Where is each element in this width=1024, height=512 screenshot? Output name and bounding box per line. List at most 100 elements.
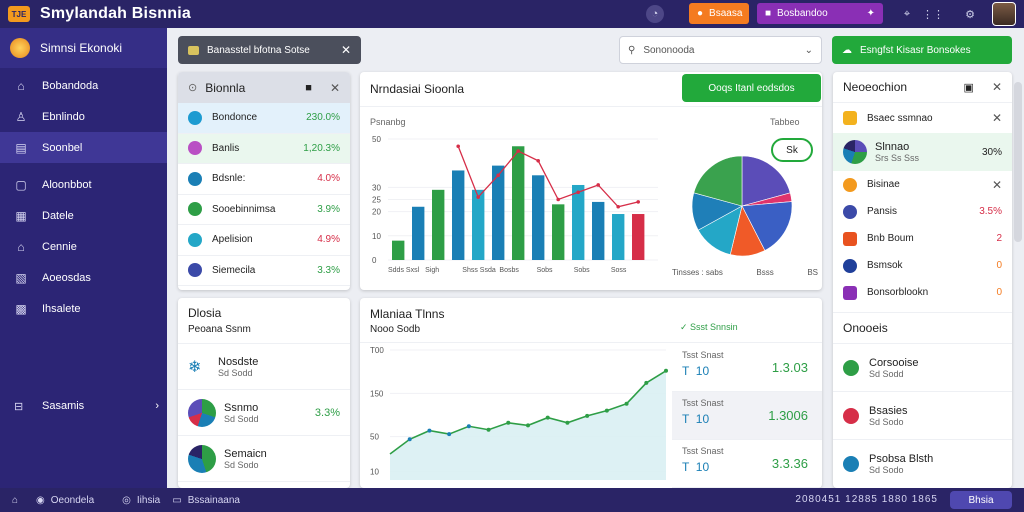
side-row[interactable]: Pansis 3.5% — [833, 198, 1012, 225]
stat-row[interactable]: Tsst Snast T 10 3.3.36 — [672, 440, 822, 488]
overview-badge-button[interactable]: Ooqs Itanl eodsdos — [682, 74, 821, 102]
sidebar: Simnsi Ekonoki ⌂ Bobandoda ♙ Ebnlindo ▤ Soo… — [0, 28, 167, 488]
sun-icon — [10, 38, 30, 58]
list-item[interactable]: Bondonce 230.0% — [178, 103, 350, 134]
series-point — [604, 408, 609, 413]
list-item[interactable]: Banlis 1,20.3% — [178, 133, 350, 164]
trend-point — [636, 200, 640, 204]
list-item[interactable]: Ssnmo Sd Sodd 3.3% — [178, 390, 350, 436]
series-point — [624, 401, 629, 406]
sidebar-item-3[interactable]: ▢ Aloonbbot — [15, 177, 92, 192]
list-item[interactable]: Apelision 4.9% — [178, 225, 350, 256]
side-row[interactable]: Bonsorblookn 0 — [833, 279, 1012, 306]
clock-icon[interactable]: ◔ — [646, 5, 664, 23]
sidebar-item-4[interactable]: ▦ Datele — [15, 208, 74, 223]
status-home[interactable]: ⌂ — [12, 495, 24, 506]
list-item[interactable]: Bdsnle: 4.0% — [178, 164, 350, 195]
list-item[interactable]: Psobsa Blsth Sd Sodo — [833, 440, 1012, 488]
overview-title: Nrndasiai Sioonla — [370, 82, 465, 96]
home-icon: ⌂ — [12, 494, 19, 506]
sidebar-item-5[interactable]: ⌂ Cennie — [0, 231, 167, 262]
filter-chip[interactable]: Banasstel bfotna Sotse ✕ — [178, 36, 361, 64]
asset-icon — [188, 171, 202, 186]
list-item[interactable]: Semaicn Sd Sodo — [178, 436, 350, 482]
topbar-button-primary[interactable]: ● Bsaasa — [689, 3, 749, 24]
avatar[interactable] — [992, 2, 1016, 26]
close-icon[interactable]: ✕ — [329, 80, 340, 95]
pie-toggle-button[interactable]: Sk — [771, 138, 813, 162]
status-button[interactable]: Bhsia — [950, 491, 1012, 509]
bar — [612, 214, 625, 260]
stat-row[interactable]: Tsst Snast T 10 1.3006 — [672, 392, 822, 440]
action-button[interactable]: ☁ Esngfst Kisasr Bonsokes — [832, 36, 1012, 64]
more-icon[interactable]: ⋮⋮ — [922, 8, 944, 21]
status-readout: 2080451 12885 1880 1865 — [795, 494, 938, 505]
series-point — [644, 380, 649, 385]
bar — [412, 206, 425, 260]
pie-slice — [693, 155, 743, 207]
positions-title: Dlosia — [188, 306, 222, 320]
side-highlight-row[interactable]: Slnnao Srs Ss Sss 30% — [833, 133, 1012, 171]
side-row[interactable]: Bnb Boum 2 — [833, 225, 1012, 252]
clock-icon: ◎ — [122, 494, 131, 506]
window-icon: ▭ — [172, 494, 182, 506]
sidebar-item-7[interactable]: ▩ Ihsalete — [15, 301, 81, 316]
doc-icon[interactable]: ▣ — [963, 81, 974, 94]
series-point — [486, 427, 491, 432]
close-icon[interactable]: ✕ — [991, 80, 1002, 94]
side-row[interactable]: Bisinae ✕ — [833, 171, 1012, 198]
status-item-3[interactable]: ▭ Bssainaana — [172, 494, 240, 506]
x-tick-label: Shss Ssda — [462, 267, 496, 274]
mini-pie-icon — [843, 140, 867, 164]
sidebar-item-6[interactable]: ▧ Aoeosdas — [15, 270, 91, 285]
list-item[interactable]: ❄ Nosdste Sd Sodd — [178, 344, 350, 390]
list-item[interactable]: Sooebinnimsa 3.9% — [178, 195, 350, 225]
y-tick-label: 25 — [372, 196, 381, 205]
search-select[interactable]: ⚲ Sononooda ⌄ — [619, 36, 822, 64]
y-tick-label: 150 — [370, 389, 384, 398]
pin-icon — [843, 456, 859, 472]
line-chart: T00 150 50 10 — [370, 346, 668, 480]
list-item[interactable]: Siemecila 3.3% — [178, 256, 350, 286]
location-icon[interactable]: ⌖ — [903, 7, 911, 20]
y-tick-label: 10 — [372, 232, 381, 241]
sidebar-item-1[interactable]: ♙ Ebnlindo — [15, 109, 85, 124]
overview-card: Nrndasiai Sioonla Ooqs Itanl eodsdos Psn… — [360, 72, 822, 290]
side-row[interactable]: Bsmsok 0 — [833, 252, 1012, 279]
chart-icon: ▤ — [15, 140, 27, 155]
bar — [472, 189, 485, 260]
y-tick-label: 50 — [372, 135, 381, 144]
bar — [392, 240, 405, 260]
sidebar-item-0[interactable]: ⌂ Bobandoda — [0, 70, 167, 101]
series-point — [664, 368, 668, 373]
power-icon: ● — [697, 8, 704, 19]
logout-icon: ⊟ — [14, 400, 24, 413]
sidebar-item-settings[interactable]: ⊟ Sasamis › — [14, 400, 159, 413]
x-tick-label: Soss — [611, 267, 627, 274]
pie-slice — [741, 155, 791, 207]
status-item-1[interactable]: ◉ Oeondela — [36, 494, 95, 506]
y-tick-label: 20 — [372, 208, 381, 217]
circle-icon: ◉ — [36, 494, 45, 506]
close-icon[interactable]: ✕ — [340, 43, 351, 57]
bar — [532, 175, 545, 260]
pie-footer: Tinsses : sabs Bsss BS — [672, 268, 818, 277]
close-icon[interactable]: ✕ — [991, 177, 1002, 192]
series-point — [585, 413, 590, 418]
close-icon[interactable]: ✕ — [991, 111, 1002, 125]
sidebar-item-2[interactable]: ▤ Soonbel — [0, 132, 167, 163]
coin-icon — [843, 177, 857, 192]
app-title: Smylandah Bisnnia — [40, 5, 191, 22]
stop-icon[interactable]: ■ — [305, 81, 312, 94]
scrollbar[interactable] — [1014, 82, 1022, 242]
topbar-button-secondary[interactable]: ■ Bosbandoo ✦ — [757, 3, 883, 24]
status-bar: ⌂ ◉ Oeondela ◎ Iihsia ▭ Bssainaana 2080451 … — [0, 488, 1024, 512]
sidebar-header: Simnsi Ekonoki — [0, 28, 167, 68]
settings-icon[interactable]: ⚙ — [965, 8, 975, 21]
stat-row[interactable]: Tsst Snast T 10 1.3.03 — [672, 344, 822, 392]
side-tag[interactable]: Bsaec ssmnao ✕ — [833, 103, 1012, 133]
bank-icon — [843, 231, 857, 246]
list-item[interactable]: Bsasies Sd Sodo — [833, 392, 1012, 440]
status-item-2[interactable]: ◎ Iihsia — [122, 494, 161, 506]
list-item[interactable]: Corsooise Sd Sodd — [833, 344, 1012, 392]
